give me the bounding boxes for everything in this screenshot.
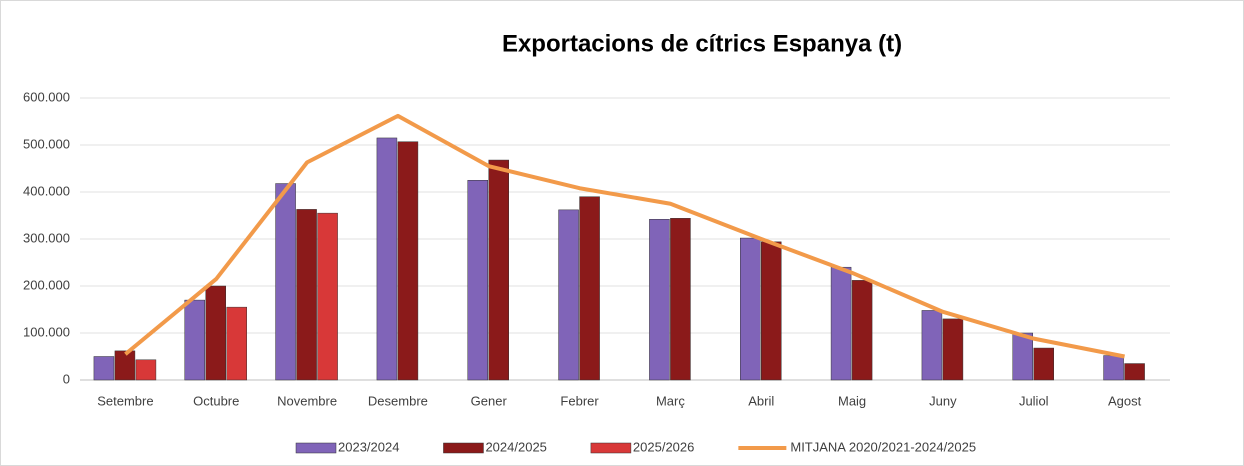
line — [124, 113, 1125, 359]
bar — [376, 137, 398, 381]
bar — [740, 237, 761, 381]
x-tick-label: Desembre — [368, 393, 428, 408]
x-tick-label: Novembre — [277, 393, 337, 408]
bar — [205, 285, 226, 381]
bar — [135, 359, 157, 381]
bar — [114, 350, 136, 381]
x-tick-label: Febrer — [560, 393, 599, 408]
bar — [296, 209, 317, 381]
x-tick-label: Març — [656, 393, 685, 408]
bar — [1033, 347, 1054, 381]
x-tick-label: Setembre — [97, 393, 153, 408]
legend-swatch — [590, 442, 632, 454]
legend-label: 2024/2025 — [485, 439, 546, 454]
y-tick-label: 400.000 — [23, 183, 70, 198]
y-tick-label: 100.000 — [23, 324, 70, 339]
bar — [1012, 332, 1033, 381]
bar — [488, 159, 509, 381]
bar — [761, 241, 782, 381]
bar — [184, 299, 205, 381]
bar — [942, 318, 964, 381]
legend-label: 2023/2024 — [338, 439, 399, 454]
x-tick-label: Gener — [471, 393, 508, 408]
bar — [275, 183, 296, 381]
x-tick-label: Agost — [1108, 393, 1142, 408]
bar — [851, 280, 873, 381]
bar — [830, 266, 852, 381]
y-tick-label: 300.000 — [23, 230, 70, 245]
chart-title: Exportacions de cítrics Espanya (t) — [502, 30, 902, 57]
bar — [467, 180, 488, 381]
y-tick-label: 600.000 — [23, 89, 70, 104]
legend-swatch — [443, 442, 484, 454]
legend-swatch — [295, 442, 337, 454]
bar — [558, 209, 579, 381]
bar — [921, 310, 943, 381]
bar — [579, 196, 600, 381]
bar — [670, 218, 691, 381]
x-tick-label: Juny — [929, 393, 957, 408]
bar — [1124, 363, 1145, 381]
x-tick-label: Octubre — [193, 393, 239, 408]
bar — [226, 306, 247, 381]
bar — [1103, 355, 1124, 381]
x-tick-label: Juliol — [1019, 393, 1049, 408]
bar — [317, 212, 338, 381]
y-tick-label: 500.000 — [23, 136, 70, 151]
legend-label: MITJANA 2020/2021-2024/2025 — [790, 439, 976, 454]
y-tick-label: 0 — [63, 371, 70, 386]
x-tick-label: Abril — [748, 393, 774, 408]
y-tick-label: 200.000 — [23, 277, 70, 292]
legend-label: 2025/2026 — [633, 439, 694, 454]
bar — [397, 141, 419, 381]
x-tick-label: Maig — [838, 393, 866, 408]
bar — [93, 356, 115, 381]
bar — [649, 219, 670, 381]
